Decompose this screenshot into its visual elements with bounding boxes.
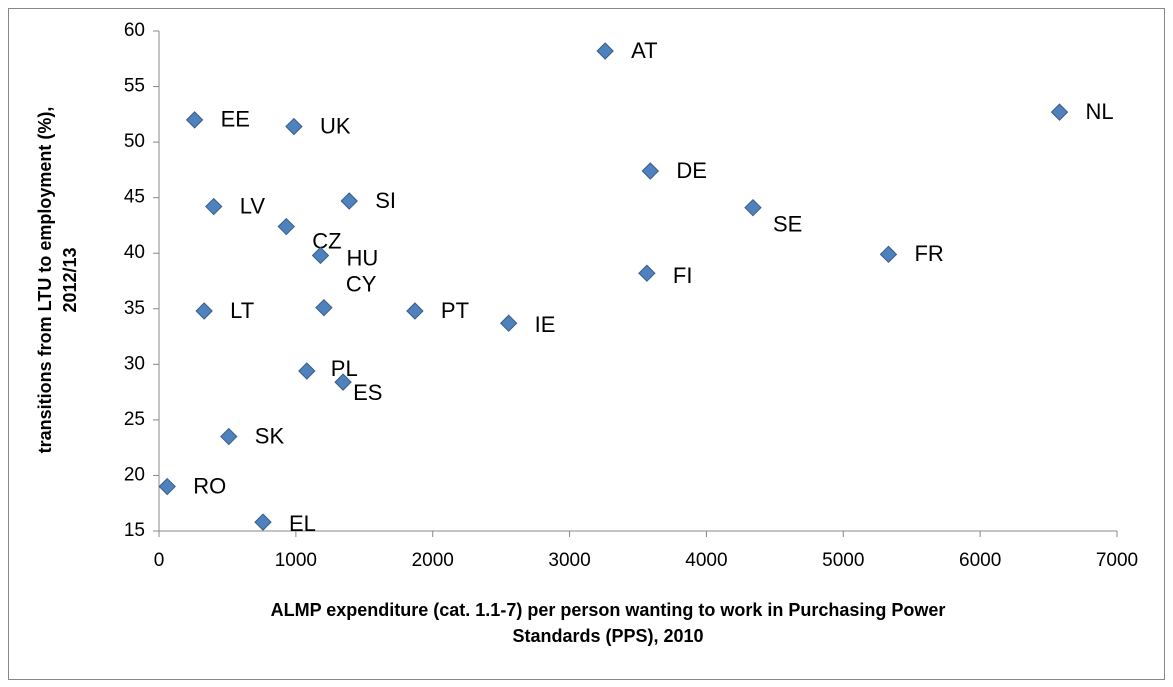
x-axis-title: Standards (PPS), 2010 [512, 626, 703, 646]
point [879, 245, 898, 264]
point-label: AT [631, 38, 657, 63]
point-label: PT [441, 298, 469, 323]
point [254, 513, 272, 531]
point [334, 373, 352, 391]
point-label: DE [676, 158, 707, 183]
x-tick-label: 3000 [548, 550, 590, 571]
x-axis-title: ALMP expenditure (cat. 1.1-7) per person… [271, 600, 946, 620]
point-label: UK [320, 113, 351, 138]
point-label: NL [1086, 99, 1114, 124]
point [185, 111, 204, 129]
point [340, 192, 358, 210]
point [406, 302, 424, 320]
point-label: CY [346, 271, 377, 296]
point [205, 197, 223, 216]
point [1050, 103, 1069, 121]
y-tick-label: 30 [124, 353, 145, 374]
point [596, 42, 614, 60]
point-label: SE [773, 211, 802, 236]
x-tick-label: 7000 [1096, 550, 1138, 571]
y-axis-title: 2012/13 [60, 247, 80, 312]
y-tick-label: 45 [124, 187, 145, 208]
y-tick-label: 25 [124, 409, 145, 430]
point [499, 314, 518, 332]
point-label: RO [193, 473, 226, 498]
point [298, 362, 316, 380]
point [638, 264, 656, 282]
point-label: IE [535, 312, 556, 337]
y-tick-label: 20 [124, 464, 145, 485]
y-tick-label: 55 [124, 76, 145, 97]
x-tick-label: 6000 [959, 550, 1001, 571]
point-label: FR [914, 241, 943, 266]
point-label: EL [289, 511, 316, 536]
point [277, 217, 295, 236]
point [158, 477, 176, 496]
point [641, 162, 660, 180]
point-label: LT [230, 298, 254, 323]
point-label: SI [375, 188, 396, 213]
point-label: ES [353, 380, 382, 405]
point-label: CZ [312, 228, 341, 253]
x-tick-label: 1000 [275, 550, 317, 571]
point-label: LV [240, 193, 266, 218]
point [195, 302, 213, 320]
point-label: EE [221, 107, 250, 132]
point [315, 298, 333, 317]
y-tick-label: 40 [124, 242, 145, 263]
point [311, 246, 330, 265]
y-tick-label: 15 [124, 520, 145, 541]
x-tick-label: 0 [154, 550, 165, 571]
x-tick-label: 4000 [685, 550, 727, 571]
point [744, 198, 762, 217]
point [220, 427, 238, 446]
point [285, 117, 303, 136]
point-label: HU [346, 245, 378, 270]
point-label: FI [673, 263, 693, 288]
y-tick-label: 50 [124, 131, 145, 152]
chart-border [8, 8, 1165, 680]
point-label: SK [255, 423, 285, 448]
y-axis-title: transitions from LTU to employment (%), [35, 107, 55, 454]
x-tick-label: 5000 [822, 550, 864, 571]
y-tick-label: 60 [124, 20, 145, 41]
x-tick-label: 2000 [412, 550, 454, 571]
y-tick-label: 35 [124, 298, 145, 319]
